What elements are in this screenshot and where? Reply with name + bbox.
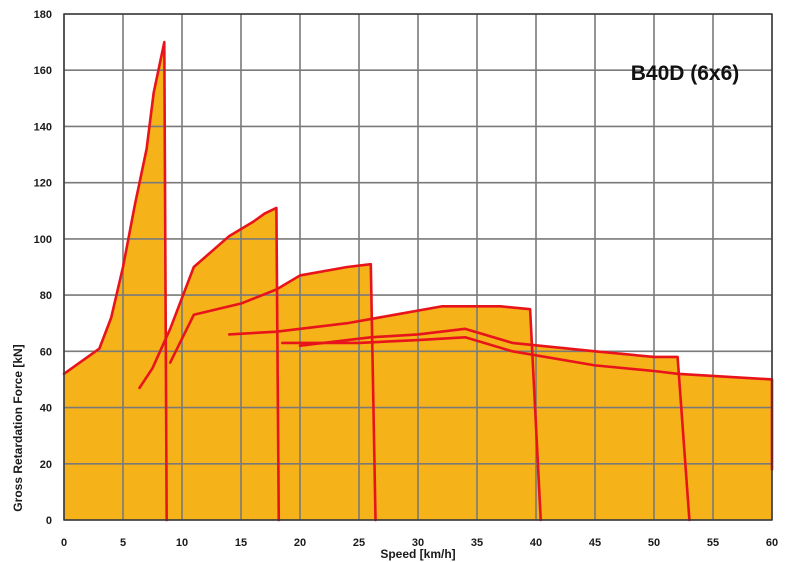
y-tick-labels: 0 20 40 60 80 100 120 140 160 180 [34, 9, 52, 527]
y-axis-label: Gross Retardation Force [kN] [11, 344, 25, 511]
y-tick-label: 80 [40, 290, 52, 302]
plot-frame [63, 13, 773, 521]
curve-6 [280, 335, 774, 471]
curve-1 [62, 40, 168, 522]
y-tick-label: 0 [46, 515, 52, 527]
x-tick-label: 40 [530, 537, 542, 549]
y-tick-label: 180 [34, 9, 52, 21]
x-tick-labels: 0 5 10 15 20 25 30 35 40 45 50 55 60 [61, 537, 778, 549]
curve-3 [168, 262, 377, 522]
area-6 [282, 337, 772, 520]
chart-title: B40D (6x6) [631, 62, 740, 85]
y-tick-label: 60 [40, 346, 52, 358]
x-axis-label: Speed [km/h] [380, 547, 455, 561]
x-tick-label: 35 [471, 537, 483, 549]
curve-2 [138, 206, 281, 522]
x-tick-label: 55 [707, 537, 719, 549]
y-tick-label: 100 [34, 234, 52, 246]
y-tick-label: 20 [40, 459, 52, 471]
x-tick-label: 20 [294, 537, 306, 549]
x-tick-label: 25 [353, 537, 365, 549]
x-tick-label: 10 [176, 537, 188, 549]
x-tick-label: 15 [235, 537, 247, 549]
filled-areas [64, 42, 772, 520]
x-tick-label: 50 [648, 537, 660, 549]
retardation-curves [62, 40, 774, 522]
curve-4 [227, 305, 543, 522]
y-tick-label: 40 [40, 403, 52, 415]
x-tick-label: 5 [120, 537, 126, 549]
y-tick-label: 160 [34, 65, 52, 77]
curve-5 [298, 327, 691, 522]
x-tick-label: 0 [61, 537, 67, 549]
y-tick-label: 140 [34, 121, 52, 133]
x-tick-label: 60 [766, 537, 778, 549]
x-tick-label: 45 [589, 537, 601, 549]
x-tick-label: 30 [412, 537, 424, 549]
y-tick-label: 120 [34, 178, 52, 190]
